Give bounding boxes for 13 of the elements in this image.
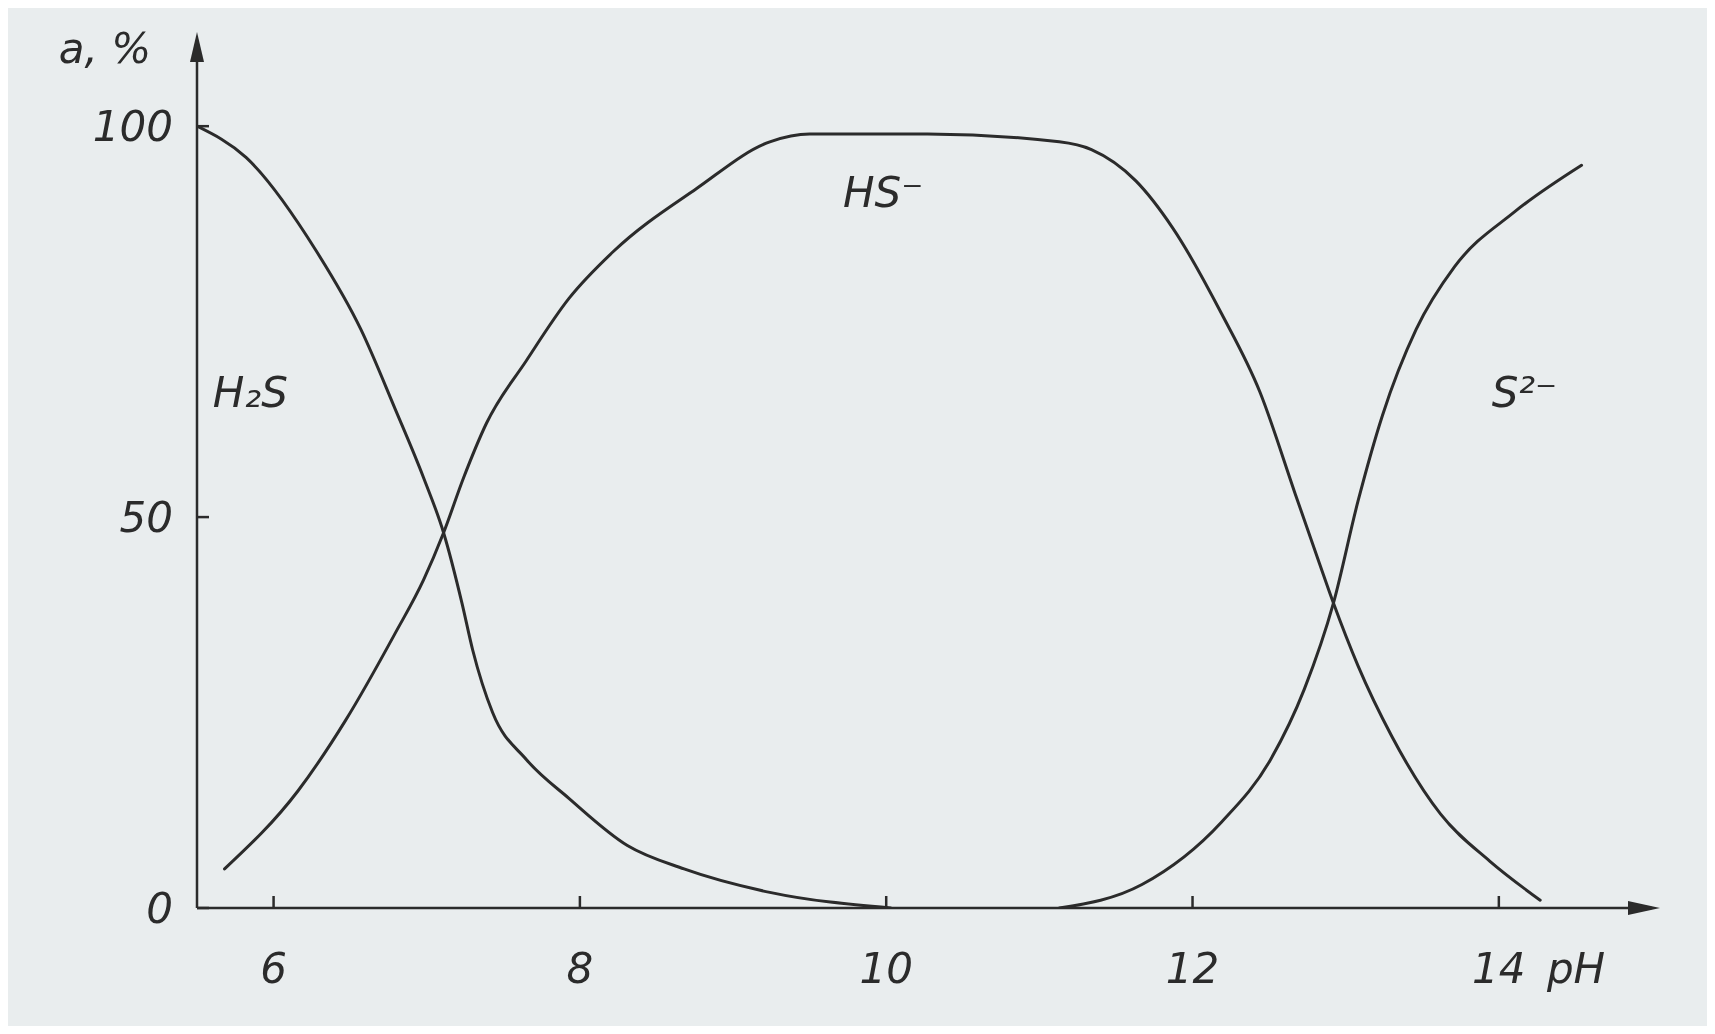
- x-tick-label: 6: [260, 943, 287, 993]
- x-tick-label: 10: [859, 943, 913, 993]
- y-tick-label: 0: [146, 883, 173, 933]
- y-tick-label: 100: [92, 101, 173, 151]
- x-tick-label: 8: [566, 943, 594, 993]
- series-label: HS⁻: [842, 167, 924, 217]
- series-label: H₂S: [212, 367, 288, 417]
- y-axis-title: a, %: [58, 23, 152, 73]
- y-tick-label: 50: [119, 492, 173, 542]
- x-tick-label: 14: [1472, 943, 1526, 993]
- text: S²⁻: [1491, 367, 1558, 417]
- x-tick-label: 12: [1165, 943, 1220, 993]
- x-axis-title: pH: [1545, 943, 1606, 993]
